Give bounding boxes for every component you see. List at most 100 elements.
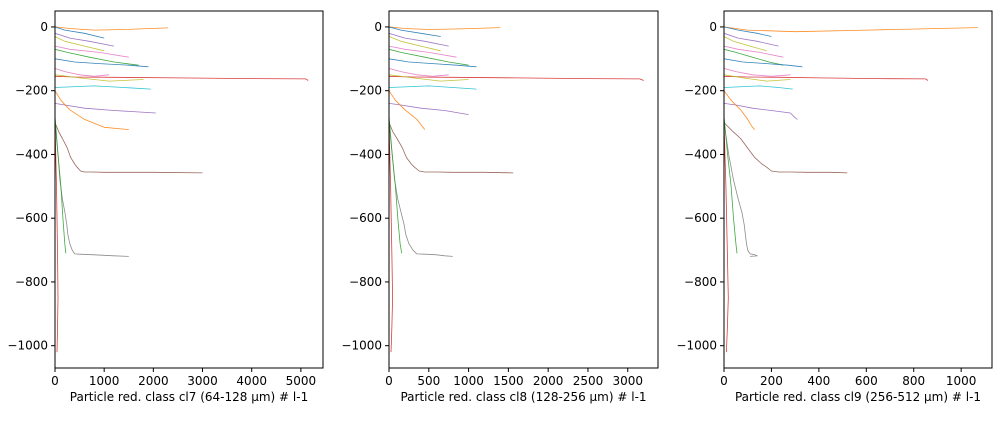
series-line-profile-5: [55, 48, 139, 66]
x-tick-label: 1000: [89, 374, 120, 388]
series-line-profile-8: [55, 36, 105, 52]
y-tick-label: −800: [684, 275, 717, 289]
series-line-profile-14: [724, 74, 791, 82]
x-tick-label: 2500: [573, 374, 604, 388]
series-line-profile-6: [389, 103, 469, 115]
series-group: [55, 26, 309, 353]
series-line-profile-17: [389, 68, 449, 77]
series-line-profile-15: [389, 32, 449, 47]
series-line-profile-8: [389, 36, 441, 52]
y-tick-label: −200: [349, 84, 382, 98]
series-line-profile-1: [389, 26, 501, 30]
x-axis-label: Particle red. class cl8 (128-256 µm) # l…: [400, 390, 646, 404]
x-tick-label: 2000: [533, 374, 564, 388]
series-group: [724, 26, 978, 353]
series-line-profile-3: [55, 75, 309, 81]
series-line-profile-4: [389, 85, 477, 90]
series-line-profile-9: [55, 122, 203, 174]
series-line-profile-7: [389, 45, 457, 58]
x-tick-label: 3000: [612, 374, 643, 388]
series-line-profile-14: [55, 74, 144, 82]
axes-frame: [723, 10, 993, 369]
y-tick-label: 0: [709, 20, 717, 34]
series-line-profile-15: [55, 32, 115, 47]
series-line-profile-7: [724, 45, 784, 58]
series-line-profile-2: [389, 26, 441, 37]
series-line-profile-8: [724, 36, 767, 52]
y-tick-label: −1000: [676, 339, 717, 353]
series-line-profile-2: [724, 26, 772, 37]
x-tick-label: 1000: [453, 374, 484, 388]
series-line-profile-13: [724, 116, 738, 254]
x-tick-label: 2000: [138, 374, 169, 388]
x-axis-label: Particle red. class cl9 (256-512 µm) # l…: [735, 390, 981, 404]
y-tick-label: −800: [15, 275, 48, 289]
series-line-profile-6: [55, 103, 156, 114]
y-tick-label: 0: [40, 20, 48, 34]
y-tick-label: 0: [374, 20, 382, 34]
x-tick-label: 500: [417, 374, 440, 388]
series-line-profile-17: [724, 68, 791, 77]
x-tick-label: 1500: [493, 374, 524, 388]
series-line-profile-10: [55, 122, 129, 257]
x-axis-label: Particle red. class cl7 (64-128 µm) # l-…: [70, 390, 308, 404]
x-tick-label: 5000: [286, 374, 317, 388]
series-line-profile-1: [724, 26, 978, 33]
series-line-profile-5: [389, 48, 469, 66]
series-line-profile-2: [55, 26, 105, 39]
series-line-profile-5: [724, 48, 784, 66]
subplot-1: 0 1000 2000 3000 4000 5000 0 −200 −400 −600 −800 −1…: [7, 10, 324, 404]
series-line-profile-9: [724, 122, 848, 174]
x-tick-label: 0: [51, 374, 59, 388]
series-line-profile-4: [55, 85, 151, 90]
series-line-profile-4: [724, 85, 793, 90]
series-line-profile-13: [55, 116, 67, 254]
x-tick-label: 0: [720, 374, 728, 388]
series-line-profile-12: [389, 58, 477, 68]
y-tick-label: −400: [349, 147, 382, 161]
series-line-profile-3: [389, 75, 644, 81]
y-tick-label: −600: [15, 211, 48, 225]
x-tick-label: 1000: [946, 374, 977, 388]
series-line-profile-7: [55, 45, 129, 58]
series-line-profile-3: [724, 75, 929, 81]
series-line-profile-9: [389, 122, 514, 174]
series-line-profile-6: [724, 103, 798, 120]
subplot-2: 0 500 1000 1500 2000 2500 3000 0 −200 −400 −600 −80…: [341, 10, 659, 404]
series-line-profile-12: [724, 58, 803, 68]
axes-frame: [54, 10, 324, 369]
series-line-profile-16: [55, 122, 59, 353]
x-tick-label: 200: [760, 374, 783, 388]
series-line-profile-14: [389, 74, 469, 82]
y-tick-label: −600: [349, 211, 382, 225]
x-tick-label: 3000: [187, 374, 218, 388]
series-group: [389, 26, 644, 353]
series-line-profile-12: [55, 58, 149, 68]
series-line-profile-10: [724, 122, 758, 257]
y-tick-label: −200: [15, 84, 48, 98]
y-tick-label: −1000: [7, 339, 48, 353]
series-line-profile-16: [389, 122, 394, 353]
y-tick-label: −200: [684, 84, 717, 98]
x-tick-label: 400: [807, 374, 830, 388]
y-tick-label: −400: [684, 147, 717, 161]
series-line-profile-11: [389, 90, 426, 130]
y-tick-label: −800: [349, 275, 382, 289]
x-tick-label: 600: [855, 374, 878, 388]
series-line-profile-10: [389, 122, 453, 257]
series-line-profile-11: [724, 90, 756, 130]
series-line-profile-17: [55, 68, 110, 77]
x-tick-label: 800: [902, 374, 925, 388]
x-tick-label: 4000: [236, 374, 267, 388]
series-line-profile-13: [389, 116, 403, 254]
subplot-3: 0 200 400 600 800 1000 0 −200 −400 −600 −800 −1000 P…: [676, 10, 993, 404]
series-line-profile-11: [55, 90, 129, 130]
y-tick-label: −600: [684, 211, 717, 225]
series-line-profile-16: [724, 122, 729, 353]
x-tick-label: 0: [385, 374, 393, 388]
axes-frame: [388, 10, 659, 369]
y-tick-label: −400: [15, 147, 48, 161]
y-tick-label: −1000: [341, 339, 382, 353]
